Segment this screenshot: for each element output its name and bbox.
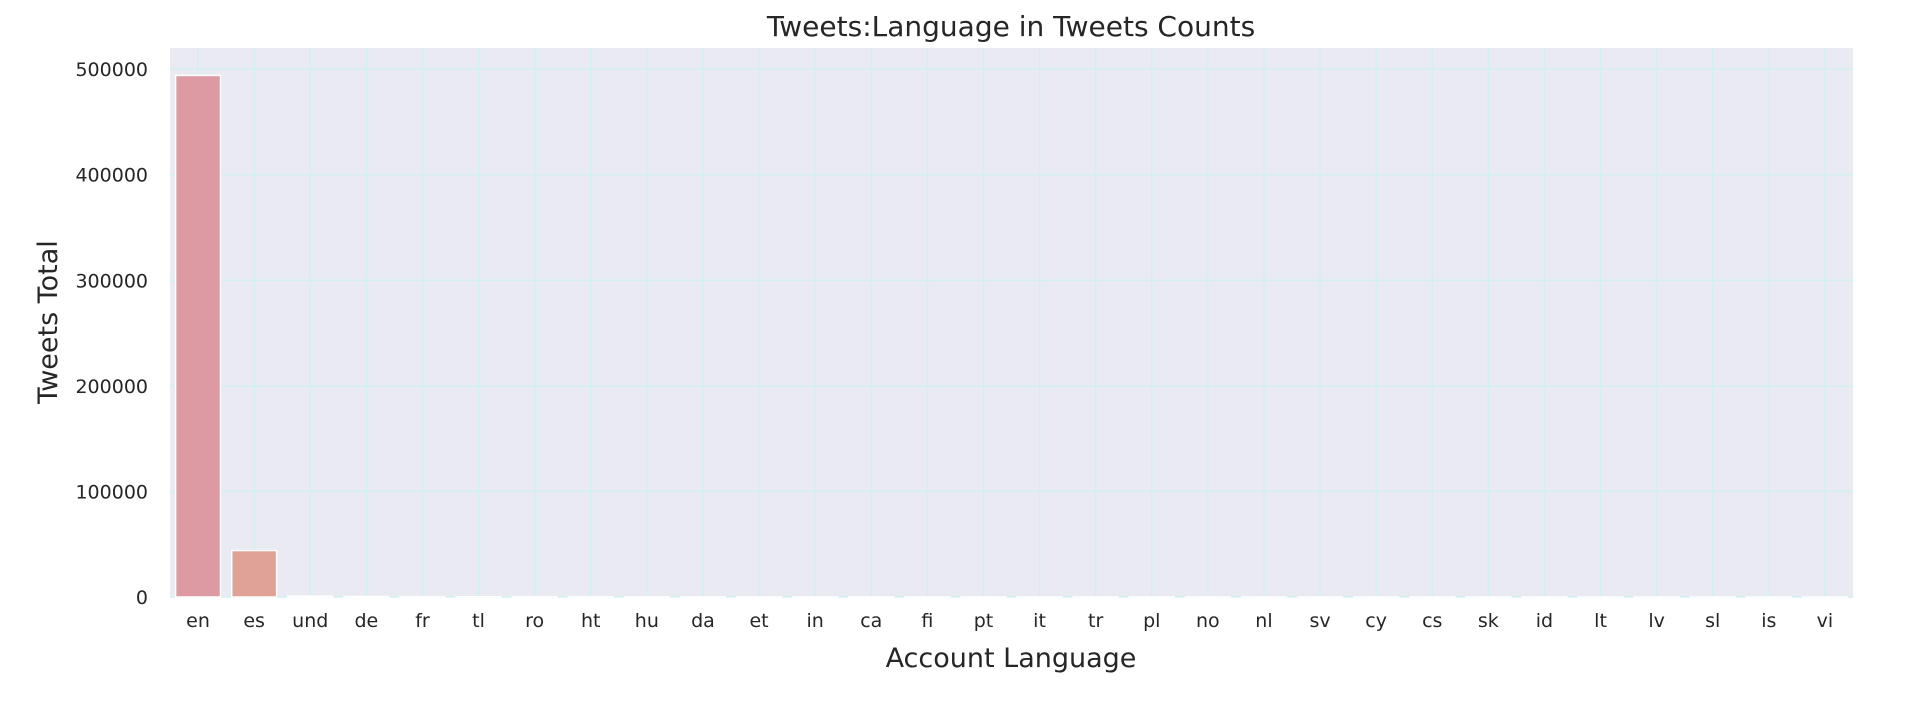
x-tick-label: vi [1817,610,1834,632]
y-tick-label: 500000 [75,59,148,81]
x-tick-label: tr [1088,610,1103,632]
grid-lines [170,48,1853,598]
x-tick-label: es [243,610,265,632]
x-tick-label: de [354,610,378,632]
x-tick-label: sv [1309,610,1330,632]
x-tick-label: lv [1648,610,1665,632]
y-tick-label: 200000 [75,376,148,398]
x-tick-label: ht [581,610,601,632]
x-tick-label: cs [1422,610,1442,632]
x-tick-label: pl [1143,610,1160,632]
x-tick-label: pt [974,610,994,632]
x-tick-label: et [749,610,768,632]
bars [174,74,1849,598]
x-tick-label: fi [921,610,933,632]
y-tick-label: 100000 [75,481,148,503]
bar-en [174,74,222,598]
x-tick-label: sk [1478,610,1499,632]
x-tick-label: it [1033,610,1046,632]
y-tick-label: 300000 [75,270,148,292]
x-tick-label: lt [1594,610,1607,632]
x-tick-label: cy [1365,610,1387,632]
x-tick-label: ca [860,610,882,632]
x-tick-label: hu [635,610,659,632]
y-tick-labels: 0 100000 200000 300000 400000 500000 [75,59,148,609]
x-tick-label: ro [525,610,544,632]
y-tick-label: 0 [136,587,148,609]
y-tick-label: 400000 [75,165,148,187]
x-tick-label: fr [415,610,430,632]
x-axis-label: Account Language [886,643,1137,674]
y-axis-label: Tweets Total [33,240,64,405]
x-tick-label: nl [1255,610,1272,632]
plot-background [170,48,1853,597]
x-tick-label: id [1536,610,1553,632]
bar-es [230,549,278,598]
x-tick-label: is [1761,610,1776,632]
x-tick-label: sl [1705,610,1720,632]
x-tick-label: tl [472,610,485,632]
x-tick-label: en [186,610,210,632]
x-tick-label: in [806,610,823,632]
bar-und [287,595,334,598]
x-tick-labels: en es und de fr tl ro ht hu da et in ca fi pt it tr pl no n… [186,610,1833,632]
x-tick-label: und [292,610,328,632]
chart-title: Tweets:Language in Tweets Counts [766,10,1255,43]
x-tick-label: no [1196,610,1220,632]
x-tick-label: da [691,610,715,632]
